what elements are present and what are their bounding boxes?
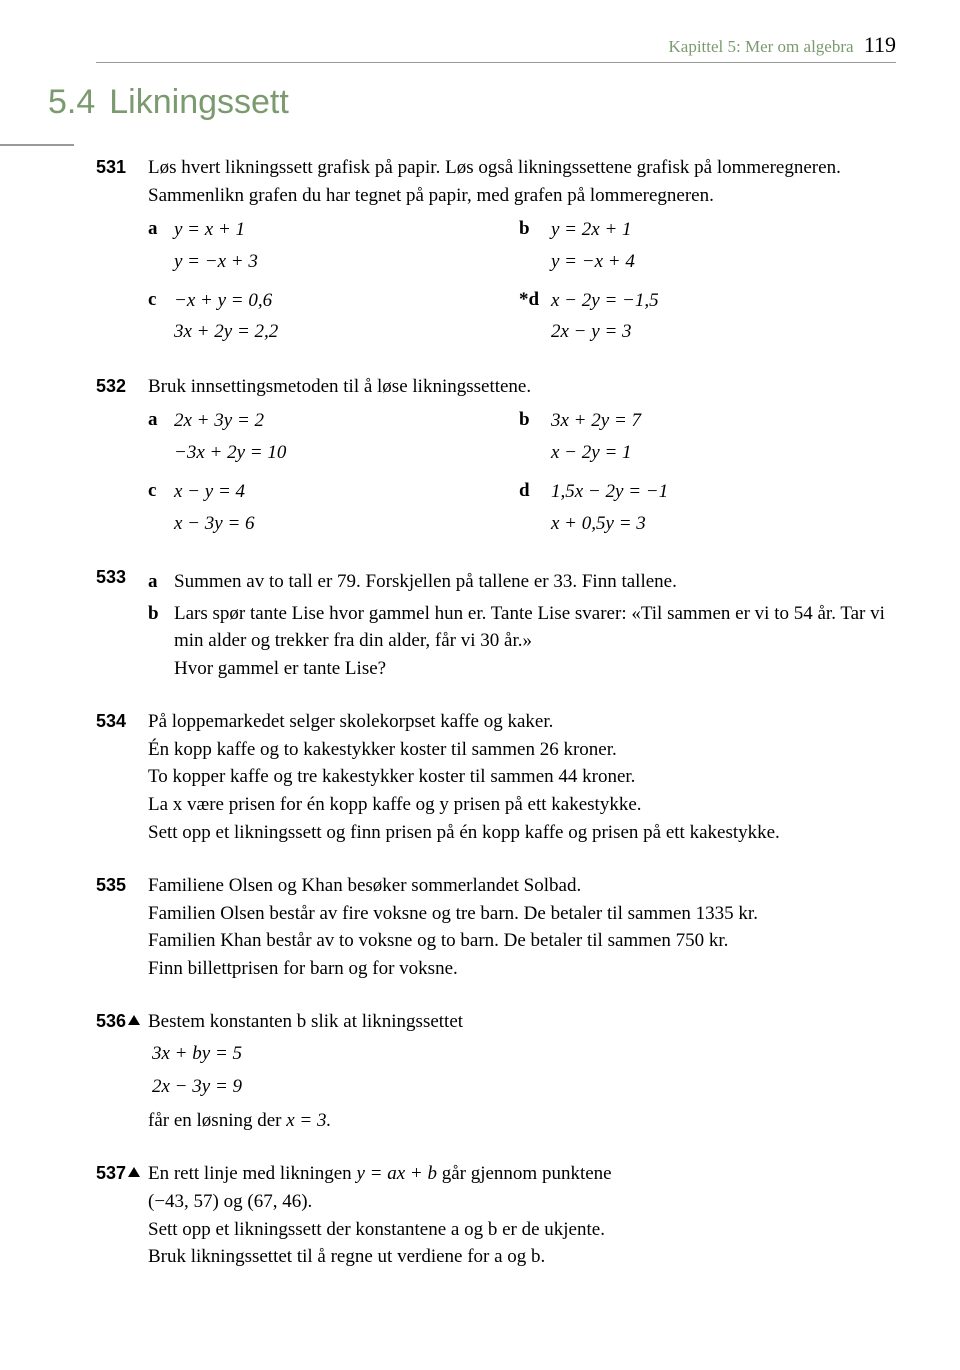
section-rule	[0, 144, 74, 146]
equation: 2x − 3y = 9	[152, 1073, 896, 1101]
equation: x + 0,5y = 3	[551, 509, 896, 538]
part-text: Lars spør tante Lise hvor gammel hun er.…	[174, 600, 896, 683]
equation: −3x + 2y = 10	[174, 438, 519, 467]
equation-inline: y = ax + b	[356, 1163, 437, 1184]
part-label-d: *d	[519, 286, 551, 315]
equation: 3x + by = 5	[152, 1040, 896, 1068]
equation: 1,5x − 2y = −1	[551, 477, 896, 506]
part-label-a: a	[148, 406, 174, 435]
points: (−43, 57) og (67, 46).	[148, 1188, 896, 1216]
problem-line: får en løsning der x = 3.	[148, 1107, 896, 1135]
text-span: går gjennom punktene	[437, 1163, 612, 1184]
problem-number: 535	[96, 872, 148, 982]
text-span: En rett linje med likningen	[148, 1163, 356, 1184]
section-number: 5.4	[48, 83, 95, 122]
equation: 3x + 2y = 2,2	[174, 317, 519, 346]
problem-533: 533 a Summen av to tall er 79. Forskjell…	[96, 564, 896, 682]
chapter-label: Kapittel 5: Mer om algebra	[669, 37, 854, 56]
equation-grid: c x − y = 4 d 1,5x − 2y = −1 x − 3y = 6 …	[148, 477, 896, 538]
text-span: Bestem konstanten b slik at likningssett…	[148, 1011, 463, 1032]
equation: x − 2y = −1,5	[551, 286, 896, 315]
problem-text: Familiene Olsen og Khan besøker sommerla…	[148, 872, 896, 982]
problem-number: 532	[96, 373, 148, 538]
equation: 3x + 2y = 7	[551, 406, 896, 435]
problem-number: 531	[96, 154, 148, 347]
part-label-b: b	[519, 406, 551, 435]
equation-inline: x = 3.	[286, 1110, 331, 1131]
part-label-a: a	[148, 568, 174, 596]
problem-text: På loppemarkedet selger skolekorpset kaf…	[148, 708, 896, 846]
part-label-c: c	[148, 477, 174, 506]
equation: y = −x + 3	[174, 247, 519, 276]
equation: y = −x + 4	[551, 247, 896, 276]
page-number: 119	[864, 32, 896, 57]
problem-number: 536	[96, 1008, 148, 1134]
problem-number-text: 537	[96, 1163, 126, 1183]
equation: 2x + 3y = 2	[174, 406, 519, 435]
triangle-icon	[128, 1015, 140, 1025]
problem-number: 533	[96, 564, 148, 682]
equation-grid: a y = x + 1 b y = 2x + 1 y = −x + 3 y = …	[148, 215, 896, 276]
section-title: Likningssett	[109, 83, 289, 122]
part-label-b: b	[519, 215, 551, 244]
problem-intro: Løs hvert likningssett grafisk på papir.…	[148, 154, 896, 209]
problem-number: 537	[96, 1160, 148, 1270]
part-label-d: d	[519, 477, 551, 506]
problem-536: 536 Bestem konstanten b slik at liknings…	[96, 1008, 896, 1134]
text-span: får en løsning der	[148, 1110, 286, 1131]
equation: y = 2x + 1	[551, 215, 896, 244]
problem-number-text: 536	[96, 1011, 126, 1031]
problem-535: 535 Familiene Olsen og Khan besøker somm…	[96, 872, 896, 982]
problem-531: 531 Løs hvert likningssett grafisk på pa…	[96, 154, 896, 347]
equation: −x + y = 0,6	[174, 286, 519, 315]
equation: y = x + 1	[174, 215, 519, 244]
problem-line: Bestem konstanten b slik at likningssett…	[148, 1008, 896, 1036]
problem-number: 534	[96, 708, 148, 846]
chapter-header: Kapittel 5: Mer om algebra 119	[96, 32, 896, 63]
problem-line: En rett linje med likningen y = ax + b g…	[148, 1160, 896, 1188]
problem-intro: Bruk innsettingsmetoden til å løse likni…	[148, 373, 896, 401]
equation-grid: a 2x + 3y = 2 b 3x + 2y = 7 −3x + 2y = 1…	[148, 406, 896, 467]
triangle-icon	[128, 1167, 140, 1177]
part-label-c: c	[148, 286, 174, 315]
problem-534: 534 På loppemarkedet selger skolekorpset…	[96, 708, 896, 846]
part-text: Summen av to tall er 79. Forskjellen på …	[174, 568, 896, 596]
equation: x − y = 4	[174, 477, 519, 506]
problem-532: 532 Bruk innsettingsmetoden til å løse l…	[96, 373, 896, 538]
section-heading: 5.4 Likningssett	[48, 83, 896, 122]
equation: x − 3y = 6	[174, 509, 519, 538]
equation-grid: c −x + y = 0,6 *d x − 2y = −1,5 3x + 2y …	[148, 286, 896, 347]
part-label-a: a	[148, 215, 174, 244]
problem-line: Sett opp et likningssett der konstantene…	[148, 1216, 896, 1271]
problem-537: 537 En rett linje med likningen y = ax +…	[96, 1160, 896, 1270]
part-label-b: b	[148, 600, 174, 683]
equation: x − 2y = 1	[551, 438, 896, 467]
equation: 2x − y = 3	[551, 317, 896, 346]
